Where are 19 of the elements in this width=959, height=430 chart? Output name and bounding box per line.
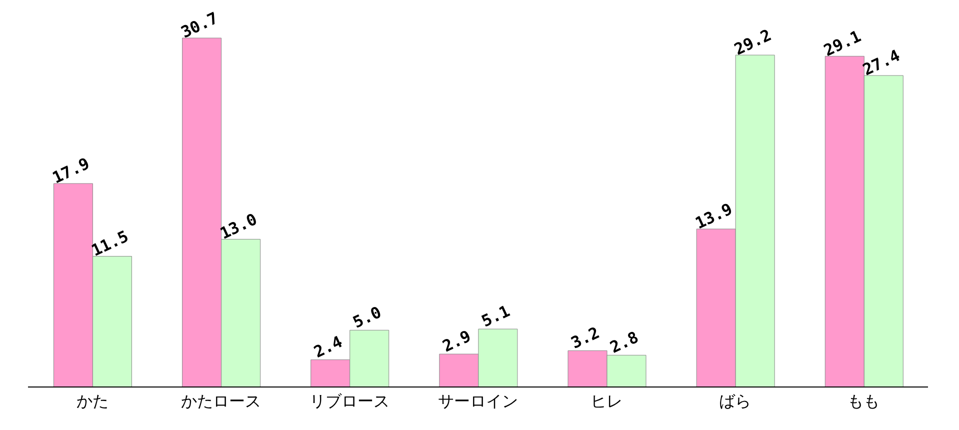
data-label: 5.0 <box>350 302 384 332</box>
data-label: 17.9 <box>49 154 92 188</box>
data-label: 11.5 <box>88 226 132 260</box>
data-label: 5.1 <box>478 301 513 331</box>
x-tick-label: もも <box>848 391 880 410</box>
x-tick-label: ヒレ <box>590 391 623 410</box>
x-tick-label: ばら <box>719 391 752 410</box>
x-tick-label: リブロース <box>309 391 390 410</box>
data-label: 30.7 <box>178 8 221 42</box>
x-tick-label: かたロース <box>180 391 261 410</box>
data-label: 13.9 <box>692 199 736 233</box>
data-label: 2.4 <box>310 332 346 362</box>
data-label: 3.2 <box>568 322 602 352</box>
x-tick-label: サーロイン <box>438 391 518 410</box>
x-tick-label: かた <box>76 391 108 410</box>
data-label: 13.0 <box>216 209 260 243</box>
data-label: 2.9 <box>439 326 474 356</box>
data-label: 2.8 <box>607 327 642 357</box>
data-label: 29.2 <box>731 25 774 59</box>
